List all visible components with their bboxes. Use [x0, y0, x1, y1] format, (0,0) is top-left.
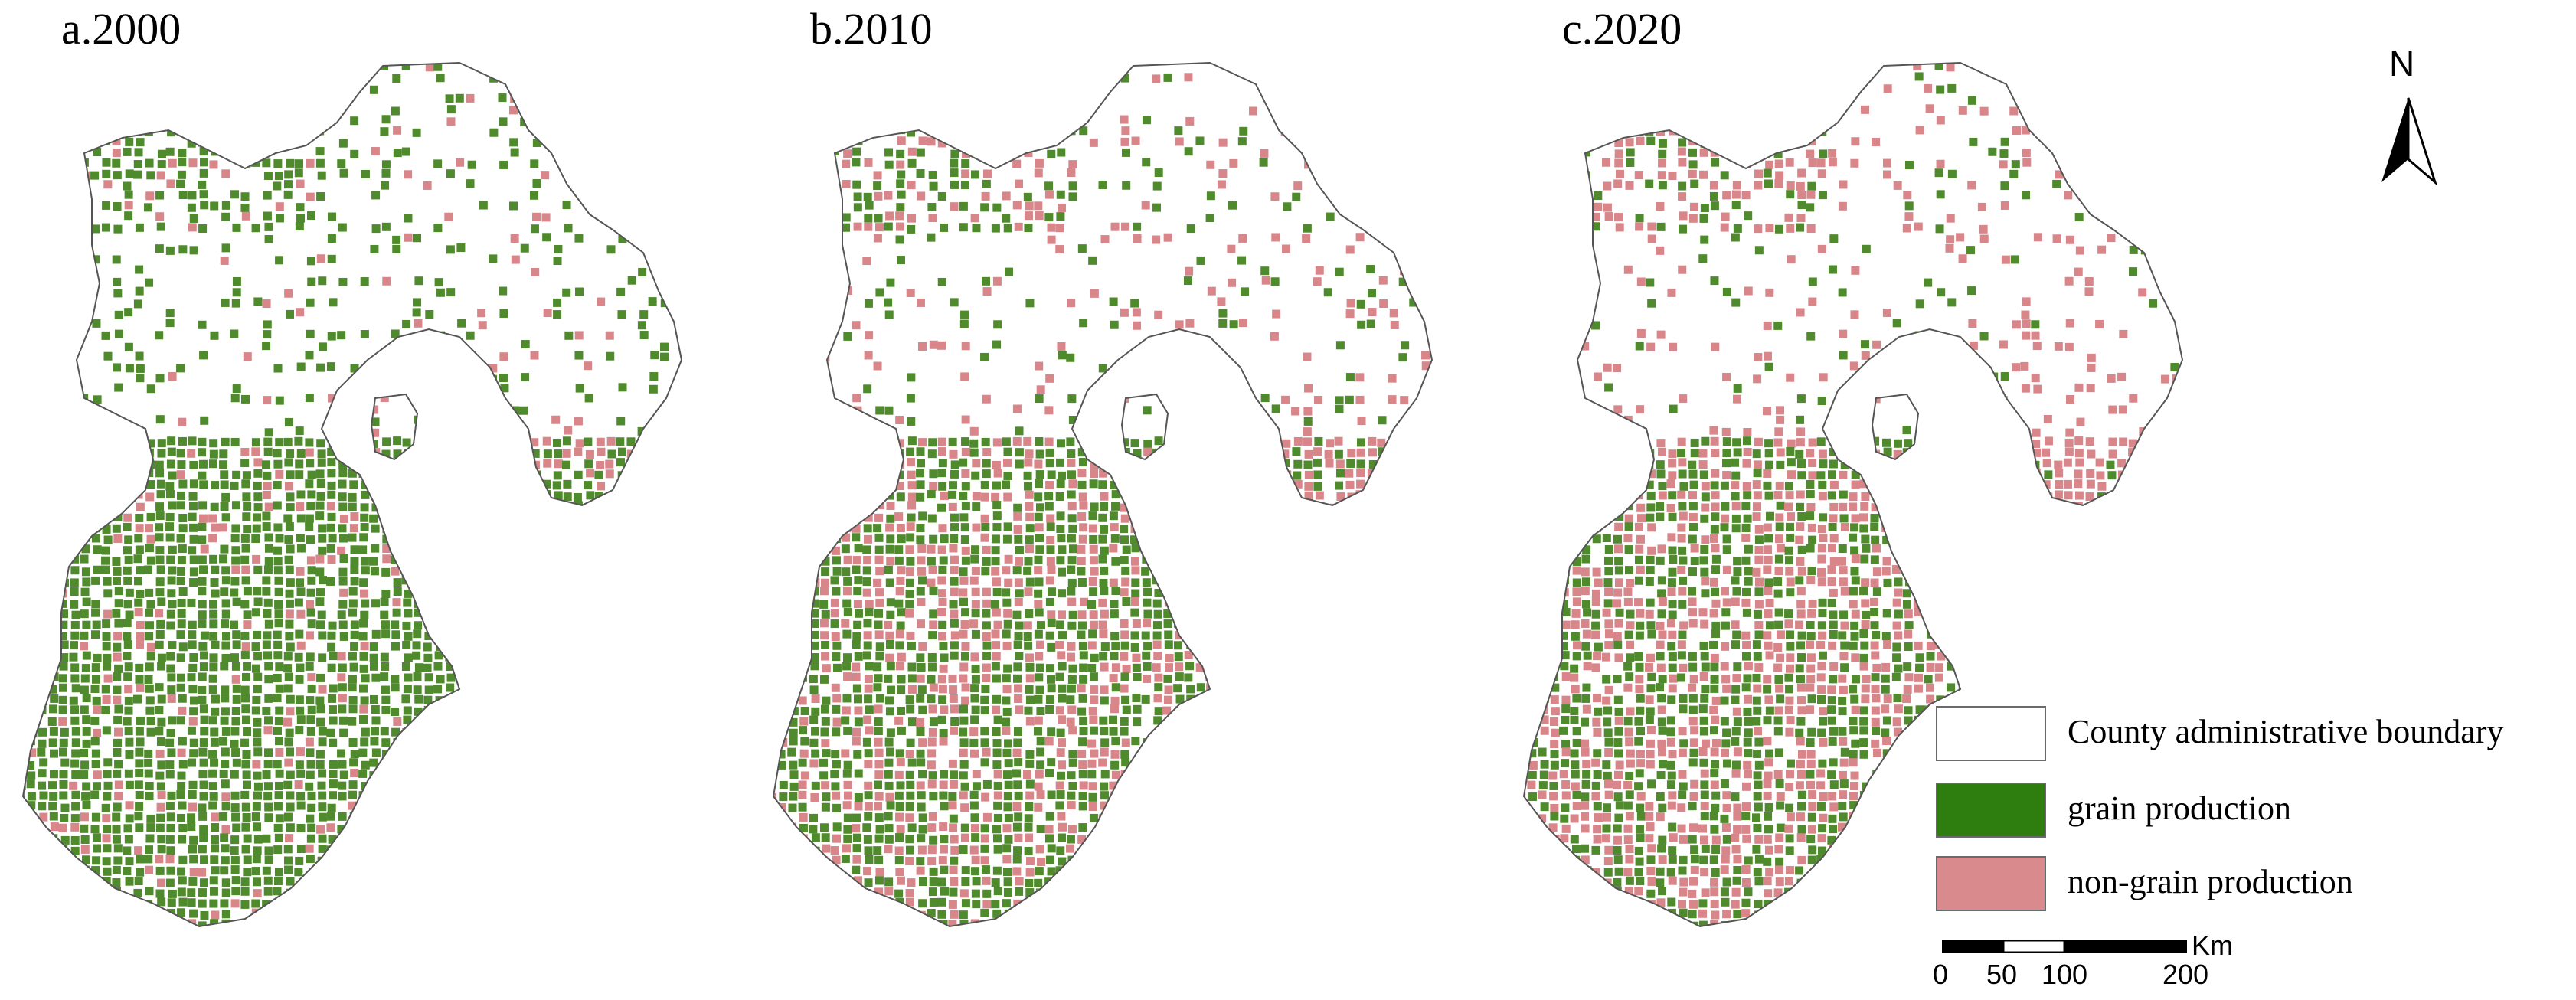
legend-item-non-grain: non-grain production: [1936, 856, 2548, 911]
north-arrow-icon: [2381, 97, 2438, 186]
enclave-boundary: [1871, 393, 1920, 461]
map-panel-2010: [772, 61, 1433, 928]
legend-label-grain: grain production: [2068, 789, 2292, 827]
region-boundary: [21, 61, 683, 928]
legend-item-grain: grain production: [1936, 783, 2548, 838]
panel-title-2000: a.2000: [61, 4, 181, 54]
scale-tick-50: 50: [1986, 959, 2018, 990]
map-panel-2000: [21, 61, 683, 928]
panel-title-2020: c.2020: [1562, 4, 1682, 54]
region-boundary: [1522, 61, 2184, 928]
panel-title-2010: b.2010: [810, 4, 933, 54]
legend-label-boundary: County administrative boundary: [2068, 713, 2504, 750]
enclave-boundary: [1120, 393, 1169, 461]
legend-swatch-non-grain: [1936, 856, 2046, 911]
north-arrow-label: N: [2389, 44, 2415, 83]
legend-item-boundary: County administrative boundary: [1936, 706, 2548, 761]
scale-unit: Km: [2192, 930, 2233, 961]
scale-tick-200: 200: [2162, 959, 2209, 990]
legend-swatch-boundary: [1936, 706, 2046, 761]
scale-tick-100: 100: [2042, 959, 2088, 990]
enclave-boundary: [370, 393, 419, 461]
legend-swatch-grain: [1936, 783, 2046, 838]
scale-tick-0: 0: [1933, 959, 1949, 990]
region-boundary: [772, 61, 1433, 928]
scale-bar: [1942, 940, 2187, 953]
legend-label-non-grain: non-grain production: [2068, 863, 2353, 900]
